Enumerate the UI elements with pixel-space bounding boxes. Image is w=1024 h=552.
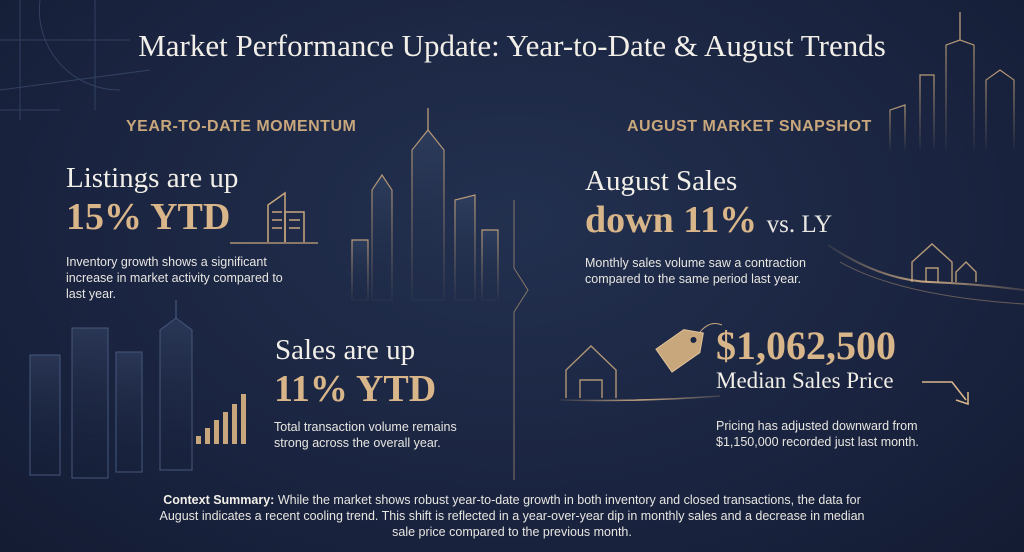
august-sales-comparison: vs. LY [766,211,833,238]
page-title: Market Performance Update: Year-to-Date … [138,28,886,63]
building-icon [267,191,305,242]
trend-down-arrow-icon [922,381,969,406]
median-price-description: Pricing has adjusted downward from $1,15… [716,419,919,449]
median-price-value: $1,062,500 [716,323,896,368]
median-price-label: Median Sales Price [716,368,894,393]
price-tag-icon [655,329,704,373]
house-icon [565,345,617,398]
house-icon [911,243,977,282]
august-sales-description: Monthly sales volume saw a contraction c… [585,256,806,286]
ytd-section-heading: YEAR-TO-DATE MOMENTUM [126,118,357,135]
listings-description: Inventory growth shows a significant inc… [66,255,283,301]
context-summary: Context Summary: While the market shows … [150,492,874,540]
listings-value: 15% YTD [66,196,231,238]
august-sales-headline: August Sales [585,165,738,197]
sales-value: 11% YTD [274,368,437,410]
context-summary-text: While the market shows robust year-to-da… [159,493,865,539]
listings-headline: Listings are up [66,162,239,194]
sales-description: Total transaction volume remains strong … [274,420,457,450]
bar-growth-icon [196,394,246,444]
august-sales-change: down 11% [585,199,758,241]
context-summary-label: Context Summary: [163,493,275,507]
august-sales-value: down 11% vs. LY [585,199,832,246]
sales-headline: Sales are up [275,334,416,366]
august-section-heading: AUGUST MARKET SNAPSHOT [627,118,872,135]
